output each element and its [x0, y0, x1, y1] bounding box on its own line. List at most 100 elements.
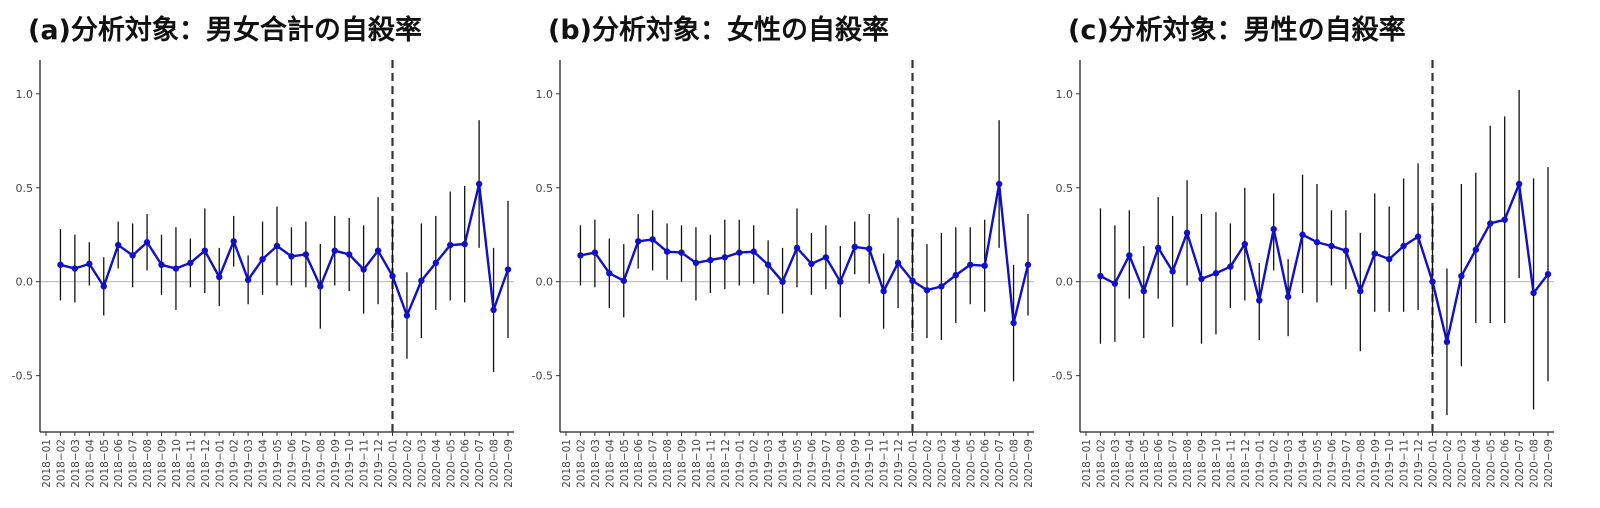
data-point	[1501, 216, 1508, 223]
x-tick-label: 2019−11	[359, 439, 371, 488]
data-point	[71, 265, 79, 272]
y-tick-label: -0.5	[532, 370, 553, 383]
x-tick-label: 2019−08	[315, 439, 327, 488]
x-tick-label: 2018−01	[561, 439, 573, 488]
data-point	[1385, 255, 1393, 263]
x-tick-label: 2020−07	[1514, 439, 1526, 488]
x-tick-label: 2019−06	[1326, 439, 1338, 488]
data-point	[1342, 247, 1350, 254]
data-point	[1515, 180, 1523, 188]
data-point	[1024, 261, 1032, 268]
x-tick-label: 2020−03	[1456, 439, 1468, 488]
x-tick-label: 2019−10	[344, 439, 356, 488]
data-point	[129, 252, 136, 259]
data-point	[692, 259, 700, 267]
panel-a: (a)分析対象：男女合計の自殺率 -0.5 0.0 0.5 1.0 2018−01 201…	[0, 0, 530, 508]
data-point	[1140, 287, 1147, 295]
data-point	[244, 276, 252, 284]
data-point	[1357, 287, 1364, 295]
data-point	[865, 245, 873, 253]
x-tick-label: 2018−10	[171, 439, 183, 488]
data-point	[1169, 268, 1176, 275]
data-point	[952, 271, 960, 279]
x-tick-label: 2018−06	[113, 439, 125, 488]
x-tick-label: 2018−12	[720, 439, 732, 488]
x-tick-label: 2020−02	[922, 439, 934, 488]
data-point	[1328, 242, 1335, 250]
x-tick-label: 2020−04	[951, 439, 963, 488]
data-point	[216, 273, 223, 281]
x-tick-label: 2019−10	[1384, 439, 1396, 488]
x-tick-label: 2020−03	[936, 439, 948, 488]
data-point	[721, 254, 729, 261]
x-tick-label: 2020−01	[1428, 439, 1440, 488]
y-tick-label: 1.0	[16, 88, 34, 101]
panel-a-title: (a)分析対象：男女合計の自殺率	[28, 15, 422, 46]
x-tick-label: 2020−06	[460, 439, 472, 488]
x-tick-label: 2020−02	[402, 439, 414, 488]
data-point	[143, 239, 151, 246]
x-tick-label: 2019−03	[1283, 439, 1295, 488]
x-tick-label: 2018−02	[1095, 439, 1107, 488]
data-point	[317, 283, 324, 290]
x-tick-label: 2018−06	[1153, 439, 1165, 488]
x-tick-label: 2018−01	[41, 439, 53, 488]
series-line	[580, 182, 1030, 325]
data-point	[230, 238, 237, 245]
x-tick-label: 2019−02	[749, 439, 761, 488]
x-tick-label: 2020−05	[1485, 439, 1497, 488]
x-tick-label: 2019−05	[1312, 439, 1324, 488]
x-tick-label: 2018−08	[662, 439, 674, 488]
data-point	[1097, 272, 1104, 280]
data-point	[1126, 252, 1133, 259]
data-point	[201, 247, 209, 254]
x-tick-label: 2019−01	[1254, 439, 1266, 488]
x-tick-label: 2020−08	[1009, 439, 1021, 488]
x-tick-label: 2020−05	[965, 439, 977, 488]
x-tick-label: 2019−09	[330, 439, 342, 488]
x-tick-label: 2018−11	[705, 439, 717, 488]
data-point	[172, 265, 180, 272]
x-tick-label: 2020−07	[474, 439, 486, 488]
data-point	[822, 254, 830, 261]
data-point	[649, 236, 656, 243]
x-tick-label: 2020−02	[1442, 439, 1454, 488]
panel-c-title: (c)分析対象：男性の自殺率	[1068, 15, 1406, 46]
y-tick-label: 0.0	[536, 276, 554, 289]
data-point	[447, 241, 454, 249]
data-point	[837, 278, 844, 285]
x-tick-label: 2020−04	[1471, 439, 1483, 488]
data-point	[100, 283, 107, 290]
data-point	[923, 286, 931, 294]
data-point	[114, 241, 122, 249]
x-tick-label: 2020−06	[980, 439, 992, 488]
data-point	[995, 180, 1003, 188]
x-tick-label: 2019−06	[286, 439, 298, 488]
x-tick-label: 2019−10	[864, 439, 876, 488]
x-tick-label: 2019−02	[1269, 439, 1281, 488]
y-tick-label: 1.0	[1056, 88, 1074, 101]
x-tick-label: 2020−01	[908, 439, 920, 488]
x-tick-label: 2019−01	[214, 439, 226, 488]
x-tick-label: 2019−12	[893, 439, 905, 488]
data-point	[86, 260, 93, 268]
x-tick-label: 2020−08	[489, 439, 501, 488]
y-tick-label: -0.5	[12, 370, 33, 383]
data-point	[981, 262, 988, 269]
x-tick-label: 2020−06	[1500, 439, 1512, 488]
x-tick-label: 2019−05	[792, 439, 804, 488]
data-point	[938, 283, 945, 290]
series-line	[60, 182, 510, 317]
data-point	[678, 249, 685, 256]
x-tick-label: 2019−08	[835, 439, 847, 488]
x-tick-label: 2020−05	[445, 439, 457, 488]
data-point	[360, 266, 367, 273]
x-tick-label: 2019−11	[1399, 439, 1411, 488]
data-point	[1371, 250, 1378, 257]
x-tick-label: 2018−03	[70, 439, 82, 488]
x-tick-label: 2018−09	[157, 439, 169, 488]
data-point	[187, 259, 194, 267]
y-tick-label: 0.0	[1056, 276, 1074, 289]
data-point	[461, 240, 468, 248]
x-tick-label: 2020−07	[994, 439, 1006, 488]
